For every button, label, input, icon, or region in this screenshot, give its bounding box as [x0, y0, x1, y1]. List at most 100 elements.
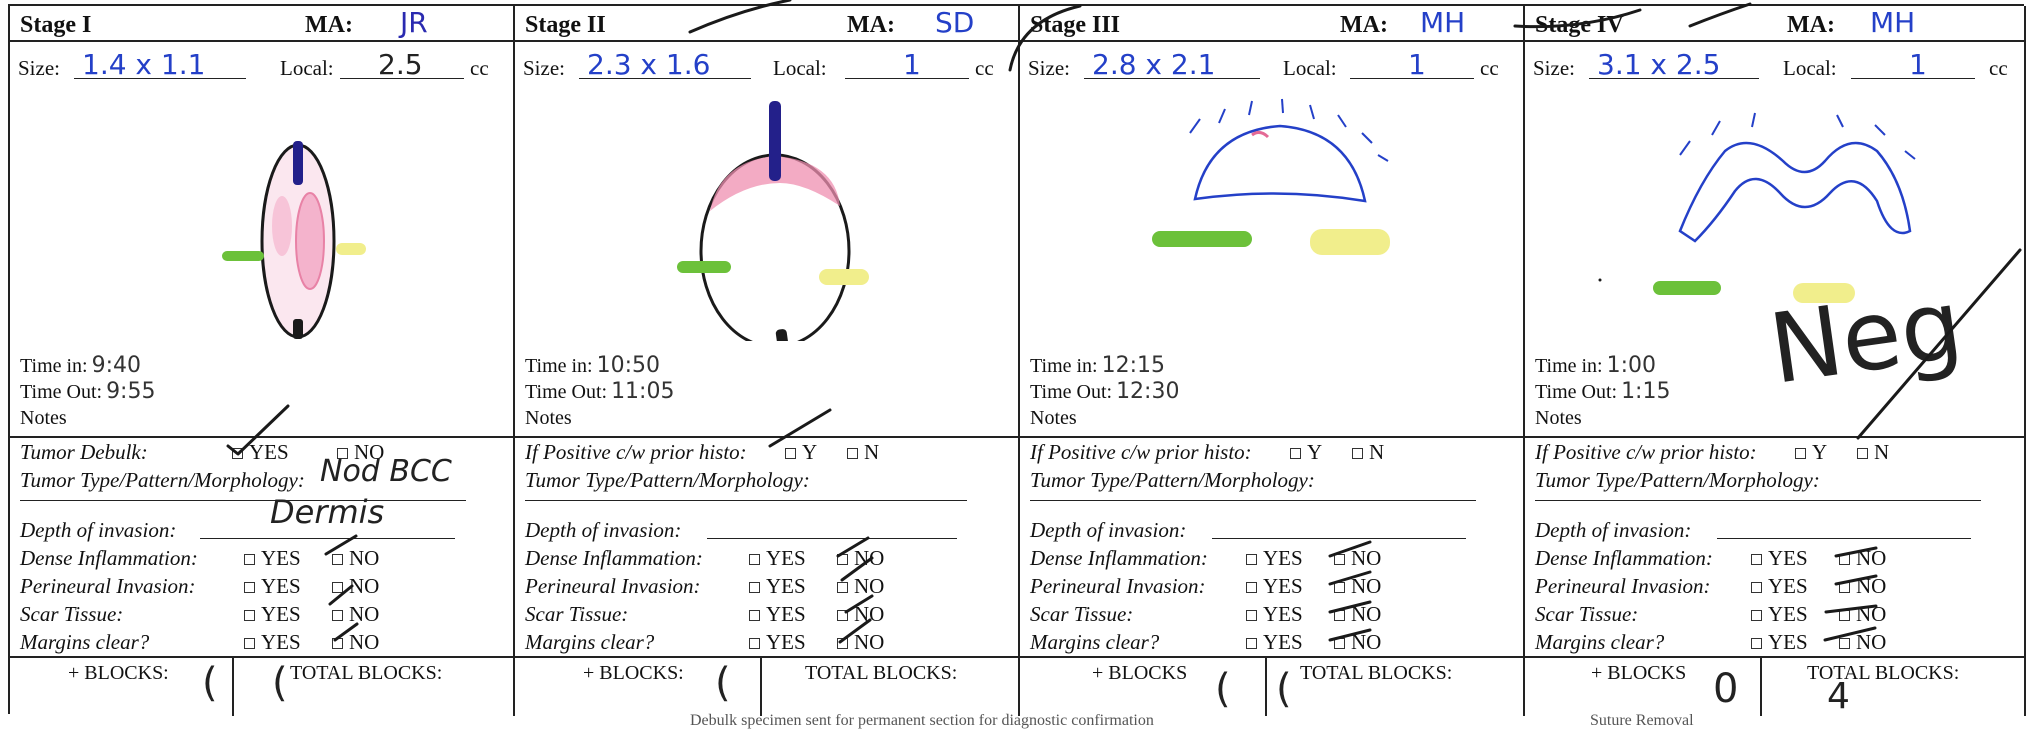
- time-in-label: Time in:: [1030, 355, 1098, 377]
- stage-3-time-in[interactable]: 12:15: [1101, 353, 1166, 378]
- stage-3-scar-no[interactable]: NO: [1332, 600, 1381, 628]
- stage-4-size-value[interactable]: 3.1 x 2.5: [1597, 48, 1721, 81]
- tumor-type-label: Tumor Type/Pattern/Morphology:: [1030, 468, 1315, 492]
- stage-4-margins-yes[interactable]: YES: [1749, 628, 1808, 656]
- margins-clear-label: Margins clear?: [525, 630, 655, 654]
- stage-4-inflam-yes[interactable]: YES: [1749, 544, 1808, 572]
- margins-clear-label: Margins clear?: [1535, 630, 1665, 654]
- stage-3-map-drawing: [1152, 98, 1390, 255]
- stage-1-debulk-no[interactable]: NO: [335, 438, 384, 466]
- stage-1-margins-no[interactable]: NO: [330, 628, 379, 656]
- stage-4-time-out[interactable]: 1:15: [1621, 379, 1671, 404]
- size-label: Size:: [1028, 56, 1070, 80]
- stage-2-local-value[interactable]: 1: [903, 48, 921, 81]
- stage-1-perineural-no[interactable]: NO: [330, 572, 379, 600]
- stage-1-size-value[interactable]: 1.4 x 1.1: [82, 48, 206, 81]
- stage-2-ma-value[interactable]: SD: [935, 6, 975, 39]
- stage-1-margins-yes[interactable]: YES: [242, 628, 301, 656]
- stage-2-time-in[interactable]: 10:50: [596, 353, 661, 378]
- stage-2-perineural-yes[interactable]: YES: [747, 572, 806, 600]
- perineural-label: Perineural Invasion:: [525, 574, 701, 598]
- stage-3-tissue-map[interactable]: [1020, 91, 1523, 341]
- stage-4-inflam-no[interactable]: NO: [1837, 544, 1886, 572]
- stage-1-inflam-no[interactable]: NO: [330, 544, 379, 572]
- stage-2-size-value[interactable]: 2.3 x 1.6: [587, 48, 711, 81]
- stage-2-ma-label: MA:: [847, 12, 895, 38]
- perineural-label: Perineural Invasion:: [20, 574, 196, 598]
- stage-1-perineural-yes[interactable]: YES: [242, 572, 301, 600]
- stage-2-inflam-yes[interactable]: YES: [747, 544, 806, 572]
- stage-3-margins-yes[interactable]: YES: [1244, 628, 1303, 656]
- stage-2-margins-no[interactable]: NO: [835, 628, 884, 656]
- stage-1-total-blocks-value[interactable]: (: [272, 660, 288, 706]
- stage-3-prior-y[interactable]: Y: [1288, 438, 1322, 466]
- stage-4-prior-y[interactable]: Y: [1793, 438, 1827, 466]
- stage-2-margins-yes[interactable]: YES: [747, 628, 806, 656]
- stage-2-map-drawing: [677, 101, 869, 364]
- stage-2-plus-blocks-value[interactable]: (: [715, 660, 731, 706]
- stage-4-scar-yes[interactable]: YES: [1749, 600, 1808, 628]
- stage-3-time-out[interactable]: 12:30: [1116, 379, 1180, 404]
- stage-3-perineural-yes[interactable]: YES: [1244, 572, 1303, 600]
- stage-2-scar-no[interactable]: NO: [835, 600, 884, 628]
- stage-4-total-blocks-value[interactable]: 4: [1827, 676, 1850, 717]
- stage-3-scar-yes[interactable]: YES: [1244, 600, 1303, 628]
- depth-label: Depth of invasion:: [1535, 518, 1692, 542]
- stage-3-ma-label: MA:: [1340, 12, 1388, 38]
- notes-label: Notes: [525, 407, 572, 429]
- stage-3-margins-no[interactable]: NO: [1332, 628, 1381, 656]
- stage-4-perineural-yes[interactable]: YES: [1749, 572, 1808, 600]
- stage-4-plus-blocks-value[interactable]: 0: [1713, 666, 1739, 712]
- stage-2-prior-y[interactable]: Y: [783, 438, 817, 466]
- stage-3-local-value[interactable]: 1: [1408, 48, 1426, 81]
- stage-1-scar-yes[interactable]: YES: [242, 600, 301, 628]
- stage-4-scar-no[interactable]: NO: [1837, 600, 1886, 628]
- stage-4-margins-no[interactable]: NO: [1837, 628, 1886, 656]
- stage-1-time-in[interactable]: 9:40: [91, 353, 142, 378]
- stage-4-tissue-map[interactable]: [1525, 91, 2024, 341]
- stage-2-inflam-no[interactable]: NO: [835, 544, 884, 572]
- stage-4-ma-value[interactable]: MH: [1870, 6, 1916, 39]
- stage-2-prior-n[interactable]: N: [845, 438, 879, 466]
- stage-1-local-value[interactable]: 2.5: [378, 48, 423, 81]
- stage-1-plus-blocks-value[interactable]: (: [202, 660, 218, 706]
- stage-2-time-out[interactable]: 11:05: [611, 379, 675, 404]
- stage-1-inflam-yes[interactable]: YES: [242, 544, 301, 572]
- stage-1-tissue-map[interactable]: [10, 91, 513, 341]
- stage-2-column: Stage II MA: SD Size: 2.3 x 1.6 Local: 1…: [515, 6, 1020, 716]
- positive-prior-label: If Positive c/w prior histo:: [1030, 440, 1252, 464]
- stage-1-depth-value[interactable]: Dermis: [270, 493, 385, 531]
- stage-3-inflam-yes[interactable]: YES: [1244, 544, 1303, 572]
- stage-4-time-in[interactable]: 1:00: [1606, 353, 1657, 378]
- stage-1-ma-value[interactable]: JR: [400, 6, 428, 39]
- stage-3-inflam-no[interactable]: NO: [1332, 544, 1381, 572]
- time-out-label: Time Out:: [1030, 381, 1113, 403]
- stage-3-ma-value[interactable]: MH: [1420, 6, 1466, 39]
- stage-4-local-value[interactable]: 1: [1909, 48, 1927, 81]
- scar-tissue-label: Scar Tissue:: [1535, 602, 1639, 626]
- stage-2-tissue-map[interactable]: [515, 91, 1018, 364]
- stage-4-ma-label: MA:: [1787, 12, 1835, 38]
- stage-1-debulk-yes[interactable]: YES: [230, 438, 289, 466]
- stage-1-tumor-type-value[interactable]: Nod BCC: [320, 454, 452, 489]
- stage-3-header: Stage III MA: MH: [1020, 6, 1523, 42]
- stage-4-prior-n[interactable]: N: [1855, 438, 1889, 466]
- stage-1-blocks: + BLOCKS: ( ( TOTAL BLOCKS:: [10, 656, 513, 716]
- stage-3-plus-blocks-value[interactable]: (: [1215, 666, 1231, 712]
- total-blocks-label: TOTAL BLOCKS:: [1807, 662, 1960, 684]
- mohs-stage-sheet: Stage I MA: JR Size: 1.4 x 1.1 Local: 2.…: [8, 4, 2026, 717]
- tumor-type-label: Tumor Type/Pattern/Morphology:: [1535, 468, 1820, 492]
- stage-4-perineural-no[interactable]: NO: [1837, 572, 1886, 600]
- stage-3-perineural-no[interactable]: NO: [1332, 572, 1381, 600]
- stage-2-perineural-no[interactable]: NO: [835, 572, 884, 600]
- stage-2-scar-yes[interactable]: YES: [747, 600, 806, 628]
- plus-blocks-label: + BLOCKS:: [583, 662, 684, 684]
- stage-3-prior-n[interactable]: N: [1350, 438, 1384, 466]
- stage-3-total-blocks-value[interactable]: (: [1276, 666, 1292, 712]
- stage-3-size-value[interactable]: 2.8 x 2.1: [1092, 48, 1216, 81]
- footer-left-text: Debulk specimen sent for permanent secti…: [690, 712, 1154, 729]
- total-blocks-label: TOTAL BLOCKS:: [290, 662, 443, 684]
- stage-2-details: If Positive c/w prior histo: Y N Tumor T…: [525, 438, 1014, 656]
- stage-1-scar-no[interactable]: NO: [330, 600, 379, 628]
- stage-1-time-out[interactable]: 9:55: [106, 379, 156, 404]
